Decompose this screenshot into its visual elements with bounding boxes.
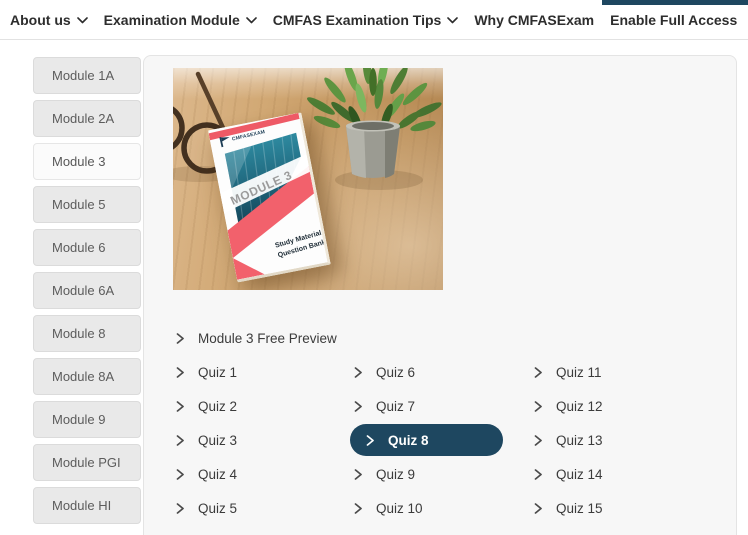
quiz-label: Quiz 2	[198, 398, 238, 414]
nav-about-us[interactable]: About us	[10, 12, 88, 28]
quiz-link-9[interactable]: Quiz 9	[354, 457, 415, 491]
chevron-right-icon	[176, 502, 184, 514]
quiz-link-14[interactable]: Quiz 14	[534, 457, 603, 491]
sidebar-item-module-2a[interactable]: Module 2A	[33, 100, 141, 137]
sidebar-item-module-1a[interactable]: Module 1A	[33, 57, 141, 94]
quiz-label: Quiz 10	[376, 500, 423, 516]
sidebar-item-label: Module 2A	[52, 111, 115, 126]
nav-enable-full-access-label: Enable Full Access	[610, 11, 738, 28]
sidebar-item-label: Module 6A	[52, 283, 115, 298]
cover-top-stripe	[208, 112, 300, 141]
sidebar-item-module-9[interactable]: Module 9	[33, 401, 141, 438]
sidebar-item-module-3[interactable]: Module 3	[33, 143, 141, 180]
chevron-down-icon	[245, 17, 257, 24]
sidebar-item-module-pgi[interactable]: Module PGI	[33, 444, 141, 481]
chevron-right-icon	[354, 400, 362, 412]
quiz-link-6[interactable]: Quiz 6	[354, 355, 415, 389]
module-3-book-cover: MODULE 3 CMFASEXAM Study Material Questi…	[208, 112, 331, 283]
module-3-product-photo: MODULE 3 CMFASEXAM Study Material Questi…	[173, 68, 443, 290]
sidebar-item-label: Module 1A	[52, 68, 115, 83]
plant-leaves	[307, 68, 442, 132]
plant-icon	[307, 68, 442, 178]
quiz-label: Quiz 7	[376, 398, 416, 414]
quiz-label: Quiz 15	[556, 500, 603, 516]
quiz-label: Quiz 13	[556, 432, 603, 448]
top-navigation: About us Examination Module CMFAS Examin…	[0, 0, 748, 40]
quiz-link-3[interactable]: Quiz 3	[176, 423, 237, 457]
sidebar-item-module-5[interactable]: Module 5	[33, 186, 141, 223]
quiz-label-active: Quiz 8	[388, 432, 429, 448]
quiz-label: Quiz 4	[198, 466, 238, 482]
quiz-link-2[interactable]: Quiz 2	[176, 389, 237, 423]
chevron-right-icon	[176, 400, 184, 412]
quiz-label: Quiz 1	[198, 364, 238, 380]
chevron-right-icon	[534, 502, 542, 514]
chevron-right-icon	[176, 366, 184, 378]
quiz-label: Quiz 3	[198, 432, 238, 448]
sidebar-item-module-8a[interactable]: Module 8A	[33, 358, 141, 395]
quiz-label: Quiz 6	[376, 364, 416, 380]
quiz-link-4[interactable]: Quiz 4	[176, 457, 237, 491]
chevron-right-icon	[354, 502, 362, 514]
chevron-right-icon	[534, 468, 542, 480]
nav-about-us-label: About us	[10, 11, 71, 28]
chevron-down-icon	[76, 17, 88, 24]
quiz-link-1[interactable]: Quiz 1	[176, 355, 237, 389]
module-sidebar: Module 1A Module 2A Module 3 Module 5 Mo…	[33, 57, 141, 530]
nav-examination-module-label: Examination Module	[103, 11, 240, 28]
quiz-label: Quiz 12	[556, 398, 603, 414]
quiz-label: Quiz 14	[556, 466, 603, 482]
quiz-link-13[interactable]: Quiz 13	[534, 423, 603, 457]
quiz-link-10[interactable]: Quiz 10	[354, 491, 423, 525]
quiz-label: Quiz 9	[376, 466, 416, 482]
quiz-link-11[interactable]: Quiz 11	[534, 355, 602, 389]
sidebar-item-label: Module 5	[52, 197, 106, 212]
nav-enable-full-access[interactable]: Enable Full Access	[610, 12, 737, 28]
chevron-right-icon	[534, 434, 542, 446]
quiz-link-7[interactable]: Quiz 7	[354, 389, 415, 423]
chevron-right-icon	[354, 468, 362, 480]
chevron-down-icon	[447, 17, 459, 24]
module-3-free-preview-link[interactable]: Module 3 Free Preview	[176, 321, 337, 355]
quiz-link-15[interactable]: Quiz 15	[534, 491, 603, 525]
nav-why-cmfasexam-label: Why CMFASExam	[474, 11, 595, 28]
sidebar-item-label: Module 3	[52, 154, 106, 169]
chevron-right-icon	[354, 366, 362, 378]
quiz-link-5[interactable]: Quiz 5	[176, 491, 237, 525]
active-tab-indicator	[602, 0, 748, 5]
nav-why-cmfasexam[interactable]: Why CMFASExam	[474, 12, 594, 28]
plant-pot	[346, 120, 400, 178]
chevron-right-icon	[534, 366, 542, 378]
chevron-right-icon	[534, 400, 542, 412]
quiz-link-12[interactable]: Quiz 12	[534, 389, 603, 423]
sidebar-item-label: Module 8	[52, 326, 106, 341]
chevron-right-icon	[366, 434, 374, 446]
cover-title-band	[220, 154, 310, 213]
quiz-label: Quiz 5	[198, 500, 238, 516]
sidebar-item-module-8[interactable]: Module 8	[33, 315, 141, 352]
chevron-right-icon	[176, 468, 184, 480]
quiz-link-8[interactable]: Quiz 8	[350, 424, 503, 456]
sidebar-item-label: Module HI	[52, 498, 112, 513]
sidebar-item-label: Module 9	[52, 412, 106, 427]
desk-scene	[173, 68, 442, 190]
sidebar-item-label: Module 6	[52, 240, 106, 255]
free-preview-label: Module 3 Free Preview	[198, 330, 337, 346]
sidebar-item-module-6[interactable]: Module 6	[33, 229, 141, 266]
quiz-label: Quiz 11	[556, 364, 602, 380]
nav-cmfas-examination-tips[interactable]: CMFAS Examination Tips	[273, 12, 459, 28]
nav-examination-module[interactable]: Examination Module	[104, 12, 257, 28]
chevron-right-icon	[176, 434, 184, 446]
sidebar-item-module-hi[interactable]: Module HI	[33, 487, 141, 524]
cover-pink-band	[227, 165, 315, 259]
cover-corner-triangle	[232, 258, 265, 280]
nav-cmfas-examination-tips-label: CMFAS Examination Tips	[272, 11, 442, 28]
book-cover-art: MODULE 3 CMFASEXAM Study Material Questi…	[208, 112, 328, 280]
chevron-right-icon	[176, 332, 184, 344]
sidebar-item-label: Module 8A	[52, 369, 115, 384]
sidebar-item-module-6a[interactable]: Module 6A	[33, 272, 141, 309]
module-content-panel: MODULE 3 CMFASEXAM Study Material Questi…	[143, 55, 737, 535]
sidebar-item-label: Module PGI	[52, 455, 121, 470]
